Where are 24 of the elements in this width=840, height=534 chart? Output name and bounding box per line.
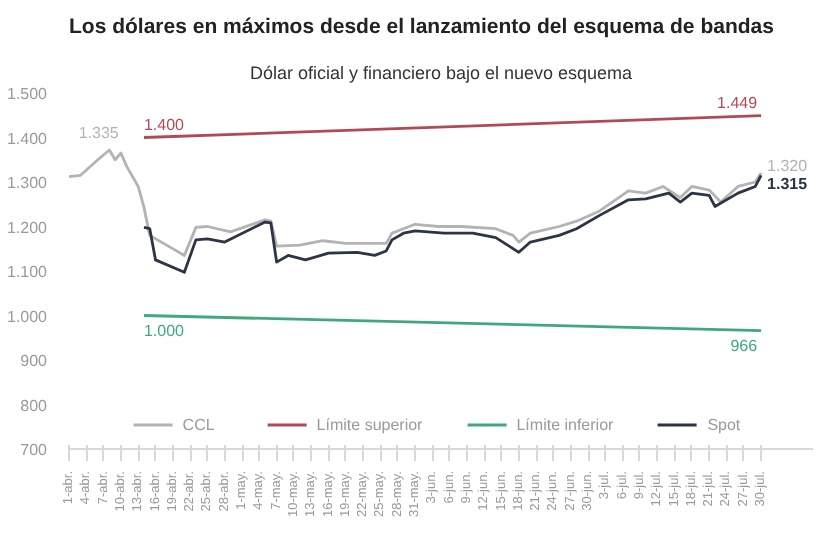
y-tick-label: 1.200	[6, 218, 49, 237]
data-label: 1.320	[767, 157, 809, 176]
y-tick-label: 1.000	[6, 307, 49, 326]
y-tick-label: 1.300	[6, 174, 49, 192]
legend-label: CCL	[182, 415, 217, 433]
y-tick-label: 1.100	[6, 263, 49, 281]
chart-title: Los dólares en máximos desde el lanzamiento del esquema de bandas	[69, 15, 775, 39]
data-label: 1.335	[78, 124, 120, 143]
legend-label: Límite inferior	[516, 415, 614, 433]
y-tick-label: 1.500	[6, 85, 49, 103]
data-label: 1.400	[143, 115, 186, 134]
data-label: 1.315	[767, 175, 809, 194]
line-series	[69, 148, 763, 257]
legend-label: Límite superior	[316, 415, 423, 433]
y-tick-label: 900	[20, 352, 49, 370]
y-tick-label: 1.400	[6, 129, 49, 148]
y-tick-label: 800	[20, 396, 49, 415]
legend-label: Spot	[707, 415, 743, 433]
y-tick-label: 700	[20, 441, 49, 459]
data-label: 1.000	[143, 321, 186, 340]
data-label: 966	[730, 336, 759, 355]
data-label: 1.449	[717, 93, 759, 112]
line-series	[142, 173, 763, 274]
chart-subtitle: Dólar oficial y financiero bajo el nuevo esquema	[249, 63, 633, 83]
